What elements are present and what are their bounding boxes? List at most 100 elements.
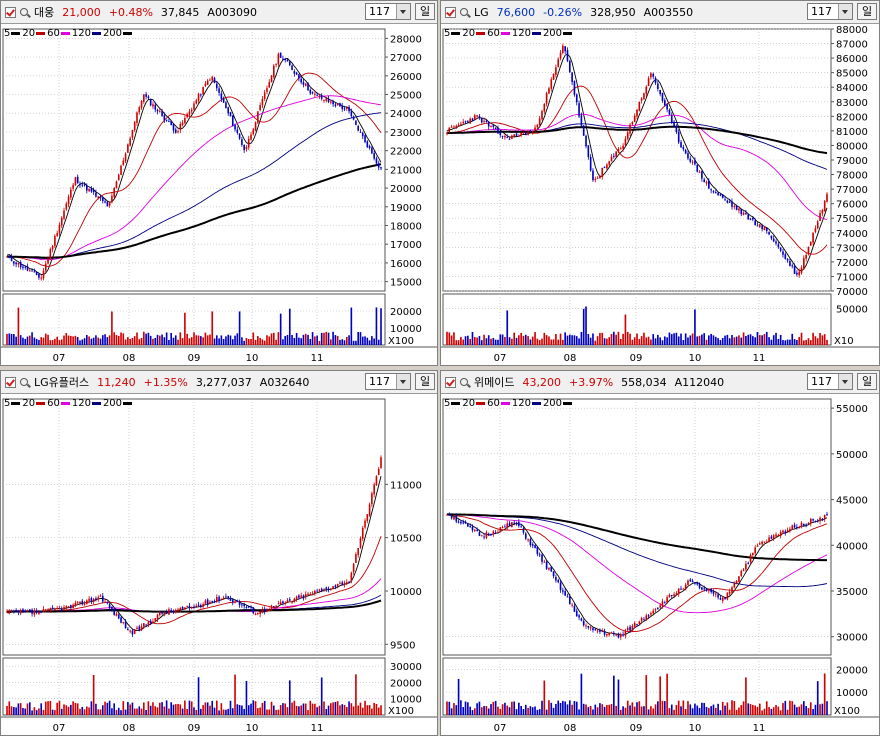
volume-bar — [222, 338, 225, 345]
candle-body — [731, 587, 733, 593]
candle-body — [508, 522, 511, 527]
candle-body — [747, 214, 750, 220]
period-select[interactable]: 117 — [365, 3, 411, 20]
candle-body — [803, 523, 805, 526]
legend-swatch — [36, 402, 46, 405]
volume-bar — [184, 700, 186, 715]
candle-body — [254, 613, 257, 615]
candle-body — [81, 184, 84, 186]
candle-body — [726, 200, 729, 203]
candle-body — [254, 122, 257, 131]
volume-bar — [756, 706, 759, 715]
search-icon[interactable] — [460, 378, 468, 386]
candle-body — [140, 626, 143, 631]
volume-bar — [355, 340, 357, 345]
volume-bar — [143, 702, 145, 715]
candle-body — [348, 581, 350, 583]
candle-body — [234, 601, 236, 603]
candle-body — [257, 613, 259, 615]
candle-body — [193, 103, 195, 110]
search-icon[interactable] — [460, 8, 468, 16]
period-type-button[interactable]: 일 — [857, 373, 877, 390]
volume-bar — [687, 337, 689, 345]
volume-bar — [261, 339, 264, 345]
y-tick-label: 9500 — [390, 640, 415, 651]
candle-body — [375, 476, 378, 486]
volume-bar — [188, 700, 191, 715]
candle-body — [238, 133, 241, 139]
candle-body — [179, 123, 182, 131]
stock-name[interactable]: LG유플러스 — [34, 376, 90, 389]
volume-tick-label: 20000 — [390, 678, 422, 689]
volume-bar — [357, 332, 360, 345]
period-select[interactable]: 117 — [365, 373, 411, 390]
stock-name[interactable]: 위메이드 — [474, 376, 515, 389]
volume-bar — [49, 700, 52, 715]
volume-bar — [735, 709, 738, 715]
candle-body — [220, 93, 223, 99]
candle-body — [320, 95, 323, 99]
volume-bar — [659, 676, 661, 715]
chevron-down-icon[interactable] — [838, 374, 852, 389]
volume-bar — [821, 335, 824, 345]
period-type-button[interactable]: 일 — [857, 3, 877, 20]
period-select[interactable]: 117 — [807, 3, 853, 20]
stock-name[interactable]: 대웅 — [34, 6, 55, 19]
period-select[interactable]: 117 — [807, 373, 853, 390]
volume-bar — [202, 705, 204, 715]
candle-body — [633, 622, 636, 627]
checkbox-icon[interactable] — [445, 6, 456, 18]
period-type-button[interactable]: 일 — [415, 373, 435, 390]
chevron-down-icon[interactable] — [838, 4, 852, 19]
volume-bar — [273, 332, 275, 345]
volume-bar — [22, 337, 24, 345]
volume-bar — [735, 336, 738, 345]
volume-bar — [113, 332, 115, 345]
volume-bar — [86, 706, 88, 715]
candle-body — [791, 525, 794, 530]
candle-body — [816, 520, 819, 522]
volume-bar — [745, 677, 747, 715]
checkbox-icon[interactable] — [5, 376, 16, 388]
volume-bar — [254, 701, 257, 715]
legend-swatch — [36, 32, 46, 35]
candle-body — [104, 201, 106, 203]
candle-body — [190, 109, 193, 112]
candle-body — [168, 121, 170, 123]
candle-body — [752, 552, 754, 556]
candle-body — [206, 599, 209, 605]
candle-body — [222, 597, 225, 600]
volume-bar — [675, 332, 678, 345]
volume-bar — [469, 706, 471, 715]
candle-body — [691, 580, 694, 583]
candle-body — [756, 225, 759, 227]
checkbox-icon[interactable] — [5, 6, 16, 18]
search-icon[interactable] — [20, 378, 28, 386]
candle-body — [483, 120, 485, 122]
chevron-down-icon[interactable] — [396, 4, 410, 19]
volume-bar — [291, 334, 293, 345]
candle-body — [222, 97, 225, 103]
volume-bar — [49, 340, 52, 345]
checkbox-icon[interactable] — [445, 376, 456, 388]
volume-bar — [179, 704, 182, 715]
candle-body — [504, 526, 506, 528]
candle-body — [231, 599, 234, 603]
chevron-down-icon[interactable] — [396, 374, 410, 389]
candle-body — [51, 246, 54, 250]
candle-body — [108, 202, 111, 206]
candle-body — [250, 606, 252, 608]
candle-body — [450, 126, 453, 128]
candle-body — [330, 588, 332, 590]
period-type-button[interactable]: 일 — [415, 3, 435, 20]
stock-name[interactable]: LG — [474, 5, 489, 19]
search-icon[interactable] — [20, 8, 28, 16]
volume-bar — [536, 709, 539, 715]
volume-bar — [571, 704, 573, 715]
candle-body — [473, 115, 476, 120]
volume-bar — [115, 709, 118, 715]
candle-body — [534, 544, 536, 549]
legend-item: 120 — [72, 28, 101, 39]
volume-bar — [22, 707, 24, 715]
volume-bar — [211, 311, 214, 345]
